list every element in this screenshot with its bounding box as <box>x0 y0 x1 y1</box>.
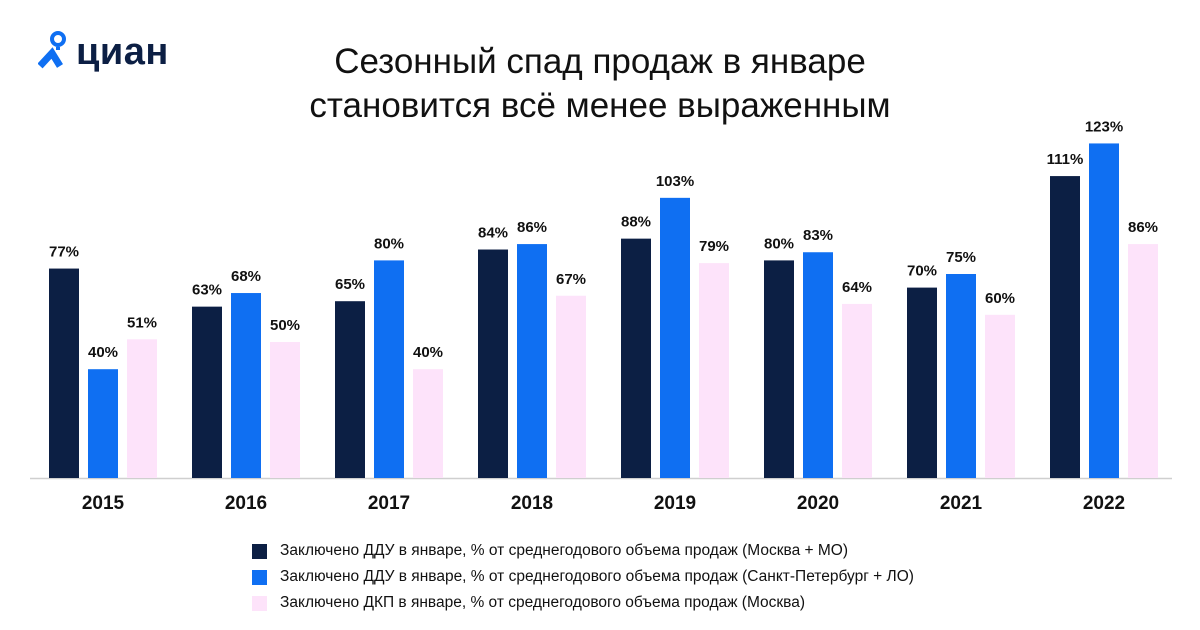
x-tick-label: 2018 <box>511 493 553 514</box>
data-label: 86% <box>517 219 547 236</box>
legend-label: Заключено ДДУ в январе, % от среднегодов… <box>280 542 849 559</box>
data-label: 80% <box>374 235 404 252</box>
legend-label: Заключено ДКП в январе, % от среднегодов… <box>280 594 806 611</box>
bar <box>517 244 547 478</box>
data-label: 65% <box>335 276 365 293</box>
cian-logo: циан <box>38 30 169 74</box>
data-label: 63% <box>192 282 222 299</box>
data-label: 111% <box>1047 151 1084 168</box>
data-label: 40% <box>413 344 443 361</box>
legend-label: Заключено ДДУ в январе, % от среднегодов… <box>280 568 914 585</box>
legend-item: Заключено ДДУ в январе, % от среднегодов… <box>252 538 914 564</box>
legend-swatch <box>252 595 267 611</box>
bar <box>413 369 443 478</box>
data-label: 67% <box>556 271 586 288</box>
bar <box>192 306 222 478</box>
data-label: 79% <box>699 238 729 255</box>
x-tick-label: 2019 <box>654 493 696 514</box>
x-tick-label: 2017 <box>368 493 410 514</box>
legend-item: Заключено ДКП в январе, % от среднегодов… <box>252 590 914 616</box>
data-label: 60% <box>985 290 1015 307</box>
x-tick-label: 2015 <box>82 493 125 514</box>
location-pin-icon <box>38 31 66 69</box>
bar <box>621 238 651 478</box>
bar <box>335 301 365 478</box>
data-label: 64% <box>842 279 872 296</box>
bar <box>478 249 508 478</box>
bar <box>127 339 157 478</box>
x-tick-label: 2021 <box>940 493 983 514</box>
bar <box>907 287 937 478</box>
data-label: 77% <box>49 244 79 261</box>
legend-swatch <box>252 569 267 585</box>
bar <box>803 252 833 478</box>
data-label: 75% <box>946 249 976 266</box>
x-tick-label: 2022 <box>1083 493 1125 514</box>
bar <box>660 197 690 478</box>
x-tick-label: 2020 <box>797 493 839 514</box>
logo-text: циан <box>76 30 169 73</box>
bar <box>946 274 976 478</box>
bar <box>842 303 872 478</box>
x-tick-label: 2016 <box>225 493 267 514</box>
data-label: 50% <box>270 317 300 334</box>
bar <box>764 260 794 478</box>
bar <box>270 342 300 478</box>
bar <box>556 295 586 478</box>
data-label: 103% <box>656 173 694 190</box>
data-label: 40% <box>88 344 118 361</box>
legend: Заключено ДДУ в январе, % от среднегодов… <box>252 538 914 616</box>
chart-title: Сезонный спад продаж в январе становится… <box>200 40 1000 128</box>
bar <box>49 268 79 478</box>
bar <box>985 314 1015 478</box>
data-label: 51% <box>127 314 157 331</box>
bar <box>374 260 404 478</box>
bar <box>231 293 261 478</box>
data-label: 88% <box>621 214 651 231</box>
data-label: 83% <box>803 227 833 244</box>
data-label: 68% <box>231 268 261 285</box>
title-line-2: становится всё менее выраженным <box>309 86 891 125</box>
bar <box>1128 244 1158 478</box>
data-label: 86% <box>1128 219 1158 236</box>
bar <box>88 369 118 478</box>
data-label: 70% <box>907 263 937 280</box>
bar <box>1050 176 1080 478</box>
legend-item: Заключено ДДУ в январе, % от среднегодов… <box>252 564 914 590</box>
legend-swatch <box>252 543 267 559</box>
data-label: 123% <box>1085 118 1123 135</box>
bar <box>1089 143 1119 478</box>
data-label: 80% <box>764 235 794 252</box>
data-label: 84% <box>478 225 508 242</box>
title-line-1: Сезонный спад продаж в январе <box>334 42 866 81</box>
bar <box>699 263 729 478</box>
